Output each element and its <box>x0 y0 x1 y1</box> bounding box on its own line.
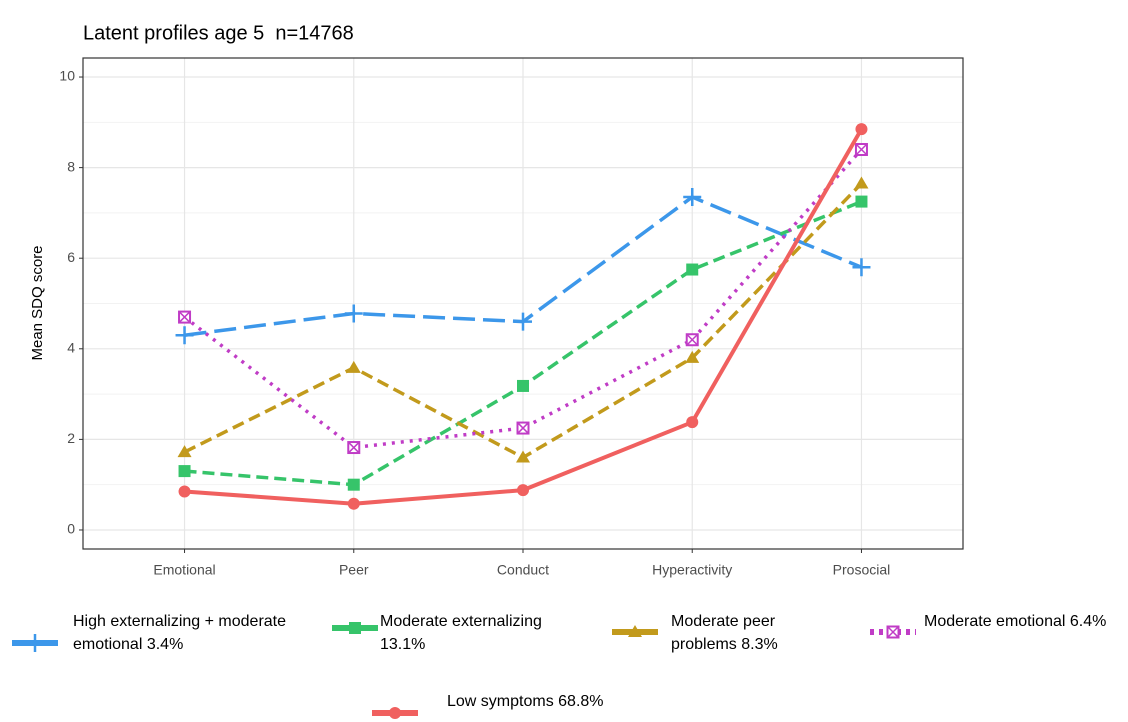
y-tick-label: 6 <box>67 249 75 265</box>
marker <box>854 176 869 189</box>
marker <box>855 123 868 136</box>
y-axis-label: Mean SDQ score <box>29 245 46 360</box>
marker <box>517 484 529 497</box>
y-tick-label: 0 <box>67 521 75 537</box>
marker <box>178 310 192 324</box>
marker <box>177 445 192 458</box>
marker <box>628 625 642 637</box>
marker <box>685 333 699 347</box>
legend-label: Moderate peer problems 8.3% <box>671 613 778 653</box>
chart-title: Latent profiles age 5 n=14768 <box>83 22 354 44</box>
marker <box>389 707 401 719</box>
legend-label: Moderate emotional 6.4% <box>924 613 1107 630</box>
x-tick-label: Peer <box>339 562 369 578</box>
legend-key <box>612 625 658 637</box>
marker <box>886 625 900 639</box>
legend-label: Low symptoms 68.8% <box>447 693 604 710</box>
legend-key <box>12 634 58 652</box>
marker <box>175 326 194 345</box>
marker <box>347 497 360 510</box>
legend-key <box>332 622 378 634</box>
marker <box>683 188 702 207</box>
marker <box>178 485 191 498</box>
marker <box>347 478 360 491</box>
chart: Latent profiles age 5 n=14768 Mean SDQ s… <box>29 22 964 578</box>
x-tick-label: Prosocial <box>833 562 891 578</box>
marker <box>685 350 700 363</box>
x-tick-label: Conduct <box>497 562 549 578</box>
legend-key <box>870 625 916 639</box>
x-tick-label: Emotional <box>153 562 215 578</box>
marker <box>26 634 44 652</box>
marker <box>854 142 868 156</box>
marker <box>686 416 699 429</box>
series-line <box>183 148 863 450</box>
x-tick-label: Hyperactivity <box>652 562 732 578</box>
y-tick-label: 2 <box>67 430 75 446</box>
y-tick-label: 10 <box>59 68 75 84</box>
marker <box>852 258 871 277</box>
marker <box>347 441 361 455</box>
y-tick-label: 8 <box>67 158 75 174</box>
marker <box>344 304 363 323</box>
marker <box>517 379 529 392</box>
marker <box>855 195 868 208</box>
marker <box>514 312 532 331</box>
marker <box>349 622 361 634</box>
y-tick-label: 4 <box>67 339 75 355</box>
marker <box>178 465 191 478</box>
legend-label: Moderate externalizing 13.1% <box>380 613 542 653</box>
marker <box>516 421 530 435</box>
legend-key <box>372 707 418 719</box>
plot-border <box>82 57 964 550</box>
legend-label: High externalizing + moderate emotional … <box>73 613 287 653</box>
marker <box>516 450 530 463</box>
marker <box>346 360 361 373</box>
marker <box>686 263 699 276</box>
